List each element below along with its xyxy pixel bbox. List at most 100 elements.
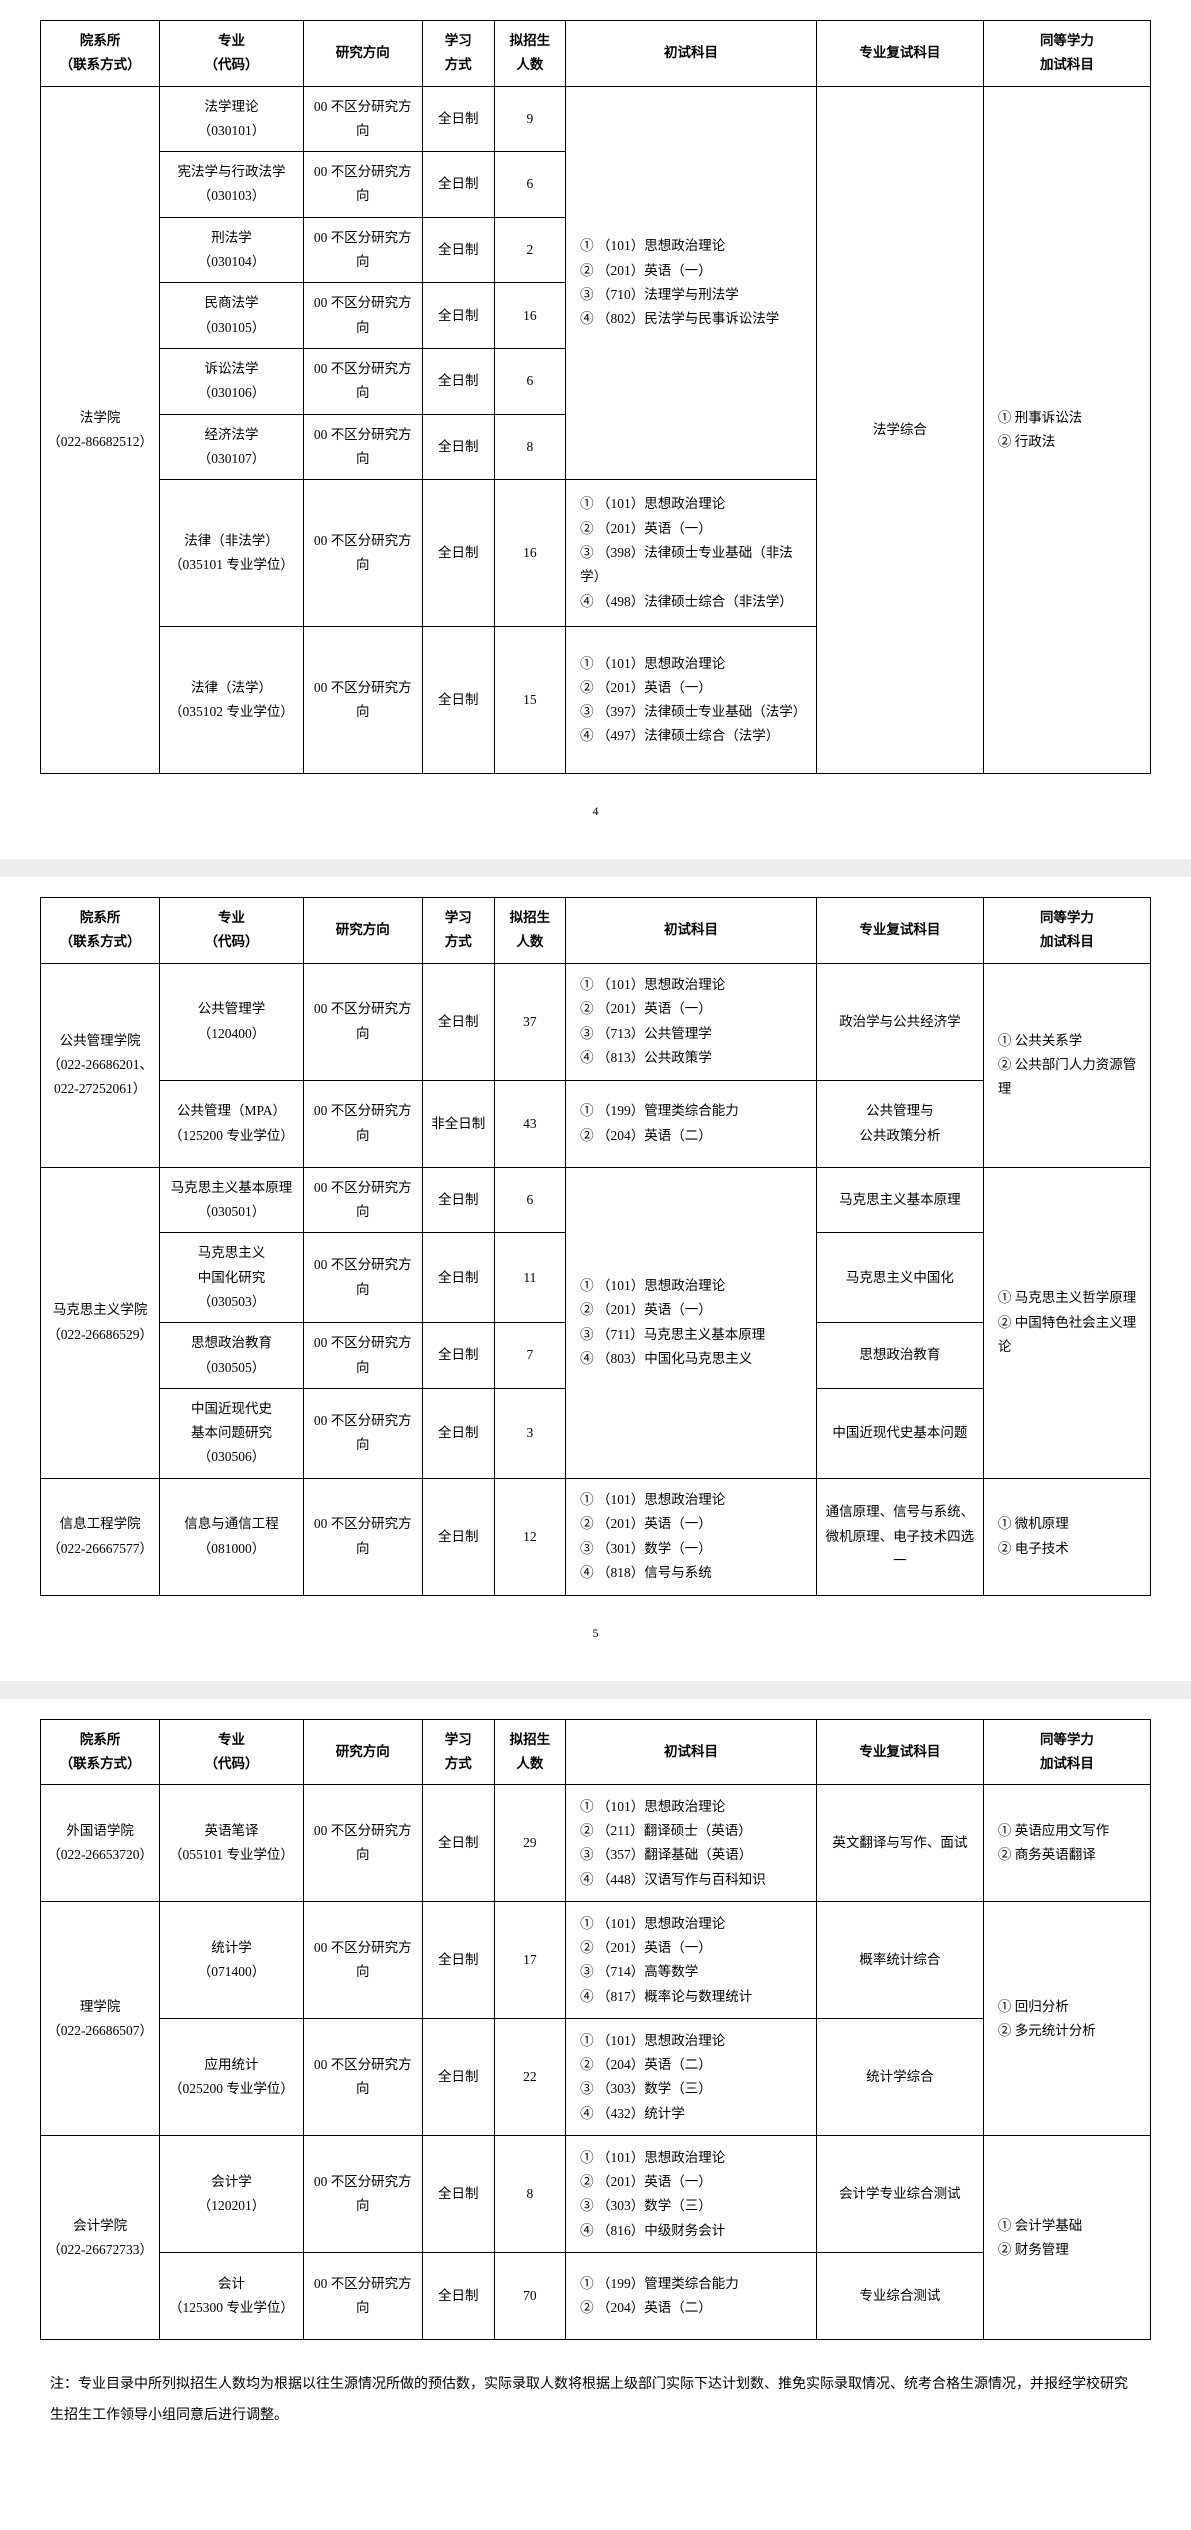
mode-cell: 全日制 xyxy=(422,1902,494,2019)
num-cell: 7 xyxy=(494,1323,566,1389)
major-cell: 经济法学（030107） xyxy=(160,414,303,480)
num-cell: 29 xyxy=(494,1785,566,1902)
header-row: 院系所（联系方式） 专业（代码） 研究方向 学习方式 拟招生人数 初试科目 专业… xyxy=(41,21,1151,87)
mode-cell: 全日制 xyxy=(422,1388,494,1478)
th-extra: 同等学力加试科目 xyxy=(983,898,1150,964)
header-row: 院系所（联系方式） 专业（代码） 研究方向 学习方式 拟招生人数 初试科目 专业… xyxy=(41,898,1151,964)
mode-cell: 全日制 xyxy=(422,86,494,152)
exam-cell: ① （101）思想政治理论② （201）英语（一）③ （303）数学（三）④ （… xyxy=(566,2136,817,2253)
admissions-table-4: 院系所（联系方式） 专业（代码） 研究方向 学习方式 拟招生人数 初试科目 专业… xyxy=(40,20,1151,774)
num-cell: 16 xyxy=(494,480,566,627)
mode-cell: 全日制 xyxy=(422,152,494,218)
extra-cell: ① 刑事诉讼法② 行政法 xyxy=(983,86,1150,774)
dir-cell: 00 不区分研究方向 xyxy=(303,1388,422,1478)
th-mode: 学习方式 xyxy=(422,21,494,87)
major-cell: 法律（非法学）（035101 专业学位） xyxy=(160,480,303,627)
admissions-table-6: 院系所（联系方式） 专业（代码） 研究方向 学习方式 拟招生人数 初试科目 专业… xyxy=(40,1719,1151,2341)
dir-cell: 00 不区分研究方向 xyxy=(303,2253,422,2340)
exam-cell: ① （101）思想政治理论② （201）英语（一）③ （398）法律硕士专业基础… xyxy=(566,480,817,627)
mode-cell: 全日制 xyxy=(422,2136,494,2253)
mode-cell: 全日制 xyxy=(422,1323,494,1389)
th-dept: 院系所（联系方式） xyxy=(41,1719,160,1785)
th-major: 专业（代码） xyxy=(160,1719,303,1785)
exam-cell: ① （199）管理类综合能力② （204）英语（二） xyxy=(566,1080,817,1167)
dept-cell: 法学院（022-86682512） xyxy=(41,86,160,774)
th-major: 专业（代码） xyxy=(160,21,303,87)
dir-cell: 00 不区分研究方向 xyxy=(303,963,422,1080)
th-extra: 同等学力加试科目 xyxy=(983,21,1150,87)
dir-cell: 00 不区分研究方向 xyxy=(303,1080,422,1167)
dir-cell: 00 不区分研究方向 xyxy=(303,1478,422,1595)
page-number: 4 xyxy=(40,804,1151,819)
dir-cell: 00 不区分研究方向 xyxy=(303,86,422,152)
dir-cell: 00 不区分研究方向 xyxy=(303,348,422,414)
major-cell: 公共管理学（120400） xyxy=(160,963,303,1080)
retest-cell: 统计学综合 xyxy=(816,2019,983,2136)
retest-cell: 概率统计综合 xyxy=(816,1902,983,2019)
retest-cell: 马克思主义基本原理 xyxy=(816,1167,983,1233)
num-cell: 37 xyxy=(494,963,566,1080)
th-mode: 学习方式 xyxy=(422,898,494,964)
th-exam: 初试科目 xyxy=(566,898,817,964)
table-row: 法学院（022-86682512） 法学理论（030101） 00 不区分研究方… xyxy=(41,86,1151,152)
th-exam: 初试科目 xyxy=(566,21,817,87)
page-6: 院系所（联系方式） 专业（代码） 研究方向 学习方式 拟招生人数 初试科目 专业… xyxy=(0,1699,1191,2472)
major-cell: 公共管理（MPA）（125200 专业学位） xyxy=(160,1080,303,1167)
th-dept: 院系所（联系方式） xyxy=(41,21,160,87)
th-num: 拟招生人数 xyxy=(494,1719,566,1785)
retest-cell: 专业综合测试 xyxy=(816,2253,983,2340)
footnote-text: 注：专业目录中所列拟招生人数均为根据以往生源情况所做的预估数，实际录取人数将根据… xyxy=(40,2370,1151,2432)
dir-cell: 00 不区分研究方向 xyxy=(303,2136,422,2253)
th-dir: 研究方向 xyxy=(303,21,422,87)
mode-cell: 全日制 xyxy=(422,348,494,414)
table-row: 会计学院（022-26672733） 会计学（120201） 00 不区分研究方… xyxy=(41,2136,1151,2253)
num-cell: 22 xyxy=(494,2019,566,2136)
exam-cell: ① （101）思想政治理论② （201）英语（一）③ （713）公共管理学④ （… xyxy=(566,963,817,1080)
th-retest: 专业复试科目 xyxy=(816,21,983,87)
page-5: 院系所（联系方式） 专业（代码） 研究方向 学习方式 拟招生人数 初试科目 专业… xyxy=(0,877,1191,1681)
num-cell: 8 xyxy=(494,414,566,480)
table-row: 信息工程学院（022-26667577） 信息与通信工程（081000） 00 … xyxy=(41,1478,1151,1595)
retest-cell: 思想政治教育 xyxy=(816,1323,983,1389)
th-major: 专业（代码） xyxy=(160,898,303,964)
major-cell: 信息与通信工程（081000） xyxy=(160,1478,303,1595)
th-dept: 院系所（联系方式） xyxy=(41,898,160,964)
major-cell: 宪法学与行政法学（030103） xyxy=(160,152,303,218)
retest-cell: 英文翻译与写作、面试 xyxy=(816,1785,983,1902)
major-cell: 马克思主义基本原理（030501） xyxy=(160,1167,303,1233)
exam-cell: ① （101）思想政治理论② （201）英语（一）③ （710）法理学与刑法学④… xyxy=(566,86,817,480)
num-cell: 17 xyxy=(494,1902,566,2019)
th-dir: 研究方向 xyxy=(303,898,422,964)
dir-cell: 00 不区分研究方向 xyxy=(303,217,422,283)
exam-cell: ① （101）思想政治理论② （201）英语（一）③ （714）高等数学④ （8… xyxy=(566,1902,817,2019)
dir-cell: 00 不区分研究方向 xyxy=(303,2019,422,2136)
extra-cell: ① 公共关系学② 公共部门人力资源管理 xyxy=(983,963,1150,1167)
num-cell: 3 xyxy=(494,1388,566,1478)
dir-cell: 00 不区分研究方向 xyxy=(303,627,422,774)
th-mode: 学习方式 xyxy=(422,1719,494,1785)
retest-cell: 通信原理、信号与系统、微机原理、电子技术四选一 xyxy=(816,1478,983,1595)
mode-cell: 全日制 xyxy=(422,283,494,349)
num-cell: 15 xyxy=(494,627,566,774)
dir-cell: 00 不区分研究方向 xyxy=(303,1233,422,1323)
major-cell: 统计学（071400） xyxy=(160,1902,303,2019)
num-cell: 16 xyxy=(494,283,566,349)
dir-cell: 00 不区分研究方向 xyxy=(303,480,422,627)
retest-cell: 会计学专业综合测试 xyxy=(816,2136,983,2253)
dir-cell: 00 不区分研究方向 xyxy=(303,414,422,480)
major-cell: 会计学（120201） xyxy=(160,2136,303,2253)
th-dir: 研究方向 xyxy=(303,1719,422,1785)
num-cell: 12 xyxy=(494,1478,566,1595)
mode-cell: 全日制 xyxy=(422,2253,494,2340)
exam-cell: ① （101）思想政治理论② （204）英语（二）③ （303）数学（三）④ （… xyxy=(566,2019,817,2136)
mode-cell: 全日制 xyxy=(422,217,494,283)
mode-cell: 全日制 xyxy=(422,1478,494,1595)
extra-cell: ① 回归分析② 多元统计分析 xyxy=(983,1902,1150,2136)
exam-cell: ① （101）思想政治理论② （201）英语（一）③ （301）数学（一）④ （… xyxy=(566,1478,817,1595)
page-separator xyxy=(0,859,1191,877)
major-cell: 法学理论（030101） xyxy=(160,86,303,152)
retest-cell: 公共管理与公共政策分析 xyxy=(816,1080,983,1167)
mode-cell: 全日制 xyxy=(422,2019,494,2136)
exam-cell: ① （101）思想政治理论② （201）英语（一）③ （397）法律硕士专业基础… xyxy=(566,627,817,774)
extra-cell: ① 会计学基础② 财务管理 xyxy=(983,2136,1150,2340)
